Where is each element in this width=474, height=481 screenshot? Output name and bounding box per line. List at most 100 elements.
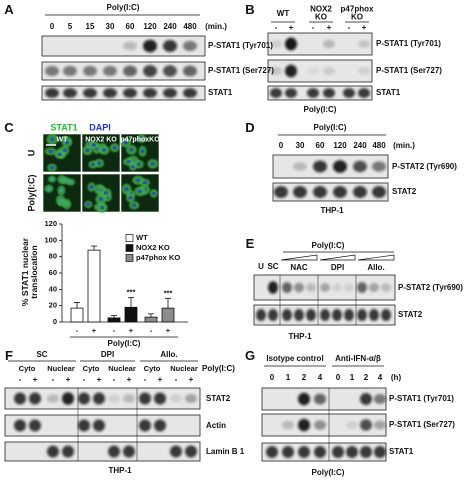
bar [107, 317, 121, 323]
blot-band [29, 419, 41, 432]
blot-band [185, 445, 197, 458]
group-label: NAC [290, 262, 308, 272]
row-label: P-STAT1 (Ser727) [376, 65, 442, 75]
blot-membrane [267, 32, 373, 56]
nucleus [97, 161, 102, 165]
blot-band [185, 394, 197, 403]
lane-label: 120 [333, 140, 347, 150]
blot-band [333, 186, 347, 198]
column-label: NOX2 KO [85, 136, 117, 144]
group-label: Allo. [160, 349, 178, 359]
lane-label: + [96, 374, 102, 384]
blot-band [268, 309, 278, 321]
row-label: P-STAT2 (Tyr690) [392, 161, 457, 171]
blot-band [285, 64, 297, 78]
blot-band [163, 40, 177, 52]
blot-band [83, 65, 97, 77]
lane-label: + [65, 374, 71, 384]
y-tick-label: 40 [49, 284, 57, 293]
blot-band [93, 419, 105, 432]
legend-label: NOX2 KO [136, 243, 170, 252]
bar [144, 316, 158, 323]
treatment-label: Poly(I:C) [311, 467, 345, 477]
blot-band [285, 88, 297, 98]
fraction-label: Nuclear [108, 364, 136, 374]
blot-membrane [272, 154, 389, 179]
fraction-label: Nuclear [47, 364, 75, 374]
group-label: Allo. [367, 262, 385, 272]
blot-band [332, 283, 342, 292]
lane-label: 0 [278, 140, 284, 150]
lane-label: SC [267, 261, 279, 271]
nucleus [129, 148, 134, 152]
lane-label: + [288, 22, 294, 32]
blot-band [256, 309, 266, 321]
lane-label: 60 [315, 140, 325, 150]
nucleus [142, 180, 147, 185]
blot-band [360, 393, 372, 405]
dose-wedge [280, 254, 318, 261]
blot-band [358, 88, 370, 98]
lane-label: 0 [269, 372, 275, 382]
blot-band [369, 309, 379, 321]
row-label: STAT1 [208, 87, 233, 97]
blot-band [163, 88, 177, 98]
blot-band [143, 88, 157, 98]
treatment-label: Poly(I:C) [202, 363, 235, 373]
lane-label: 240 [353, 140, 367, 150]
nucleus [91, 162, 96, 167]
blot-band [293, 186, 307, 198]
legend-label: p47phox KO [136, 253, 180, 262]
nucleus [59, 188, 64, 193]
row-label: STAT2 [206, 393, 231, 403]
blot-band [358, 67, 370, 75]
treatment-label: Poly(I:C) [106, 2, 140, 12]
blot-band [307, 67, 319, 75]
nucleus [50, 137, 55, 142]
nucleus [85, 148, 90, 153]
group-label: Isotype control [266, 353, 324, 363]
blot-band [154, 419, 166, 432]
blot-band [313, 186, 327, 198]
lane-label: + [32, 374, 38, 384]
blot-band [123, 88, 137, 98]
blot-band [314, 393, 326, 405]
blot-band [298, 446, 310, 458]
blot-band [360, 419, 372, 431]
nucleus [98, 197, 103, 201]
row-label: Poly(I:C) [26, 174, 37, 212]
bar [70, 307, 84, 323]
row-label: STAT2 [392, 186, 417, 196]
blot-band [183, 65, 197, 77]
blot-band [266, 446, 278, 458]
group-label: NOX2 KO [310, 4, 332, 22]
y-tick-label: 20 [49, 301, 57, 310]
dose-wedge [319, 254, 356, 261]
group-label: DPI [100, 349, 115, 359]
blot-membrane [267, 59, 373, 83]
blot-band [332, 309, 342, 321]
x-tick-label: - [150, 326, 153, 335]
row-label: Actin [206, 420, 226, 430]
nucleus [132, 203, 137, 207]
bar [87, 249, 101, 323]
lane-label: 2 [363, 372, 369, 382]
lane-label: 120 [143, 21, 157, 31]
y-tick-label: 0 [53, 317, 57, 326]
blot-band [306, 309, 316, 321]
x-axis-label: Poly(I:C) [107, 338, 141, 348]
blot-band [323, 67, 335, 75]
cell-line-label: THP-1 [288, 331, 312, 341]
significance: *** [127, 287, 136, 296]
nucleus [138, 189, 143, 194]
panel-letter: C [4, 120, 14, 136]
blot-band [63, 65, 77, 77]
row-label: STAT1 [389, 446, 414, 456]
blot-band [183, 40, 197, 52]
y-tick-label: 80 [49, 252, 57, 261]
blot-band [381, 309, 391, 321]
treatment-label: Poly(I:C) [313, 122, 347, 132]
nucleus [124, 187, 129, 191]
nucleus [112, 146, 117, 150]
row-label: P-STAT2 (Tyr690) [398, 282, 463, 292]
